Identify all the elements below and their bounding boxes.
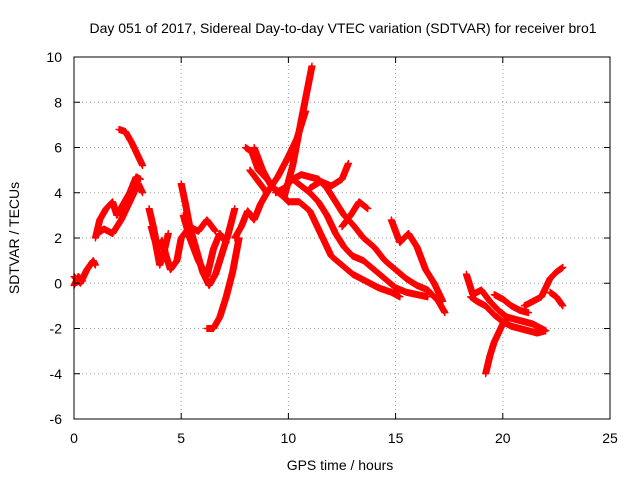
y-tick-label: 8 (54, 94, 62, 110)
x-tick-label: 10 (281, 430, 297, 446)
data-point (79, 277, 87, 285)
y-tick-label: -4 (50, 366, 63, 382)
series-track-24 (520, 263, 567, 310)
x-axis-label: GPS time / hours (287, 457, 394, 473)
data-point (542, 327, 550, 335)
x-tick-label: 0 (70, 430, 78, 446)
data-point (439, 297, 447, 305)
data-marks (70, 62, 567, 378)
data-point (501, 315, 509, 323)
data-point (441, 309, 449, 317)
x-tick-label: 20 (495, 430, 511, 446)
data-point (164, 229, 172, 237)
series-track-18 (338, 198, 372, 231)
series-track-7 (147, 223, 172, 269)
y-tick-label: 2 (54, 230, 62, 246)
series-track-14 (250, 144, 404, 301)
series-track-17 (306, 159, 352, 192)
series-track-3 (91, 173, 144, 242)
series-track-20 (462, 270, 550, 335)
data-point (139, 162, 147, 170)
series-track-4 (94, 180, 147, 237)
series-track-6 (145, 205, 220, 274)
data-point (396, 293, 404, 301)
x-tick-label: 5 (177, 430, 185, 446)
series-track-22 (482, 315, 509, 378)
series-track-19 (387, 216, 447, 305)
chart-title: Day 051 of 2017, Sidereal Day-to-day VTE… (89, 20, 596, 36)
series-track-10 (203, 234, 243, 332)
data-point (308, 62, 316, 70)
x-tick-label: 25 (602, 430, 618, 446)
series-track-9 (179, 211, 230, 280)
y-tick-label: 0 (54, 275, 62, 291)
series-track-5 (115, 125, 147, 170)
data-point (212, 227, 220, 235)
axis-ticks: 0 5 10 15 20 25 -6 -4 -2 0 2 4 6 8 10 (46, 49, 618, 446)
data-point (91, 261, 99, 269)
y-tick-label: -2 (50, 321, 63, 337)
data-point (222, 239, 230, 247)
y-tick-label: 6 (54, 140, 62, 156)
series-track-25 (546, 288, 567, 310)
data-point (364, 205, 372, 213)
data-point (344, 159, 352, 167)
x-tick-label: 15 (388, 430, 404, 446)
data-point (139, 189, 147, 197)
data-point (559, 302, 567, 310)
y-tick-label: -6 (50, 411, 63, 427)
data-point (525, 309, 533, 317)
data-point (302, 107, 310, 115)
data-point (231, 205, 239, 213)
y-tick-label: 10 (46, 49, 62, 65)
y-tick-label: 4 (54, 185, 62, 201)
data-point (424, 293, 432, 301)
series-track-15 (272, 175, 432, 301)
series-track-23 (490, 291, 533, 317)
data-point (559, 263, 567, 271)
data-point (136, 175, 144, 183)
series-track-11 (231, 189, 271, 242)
y-axis-label: SDTVAR / TECUs (6, 182, 22, 294)
